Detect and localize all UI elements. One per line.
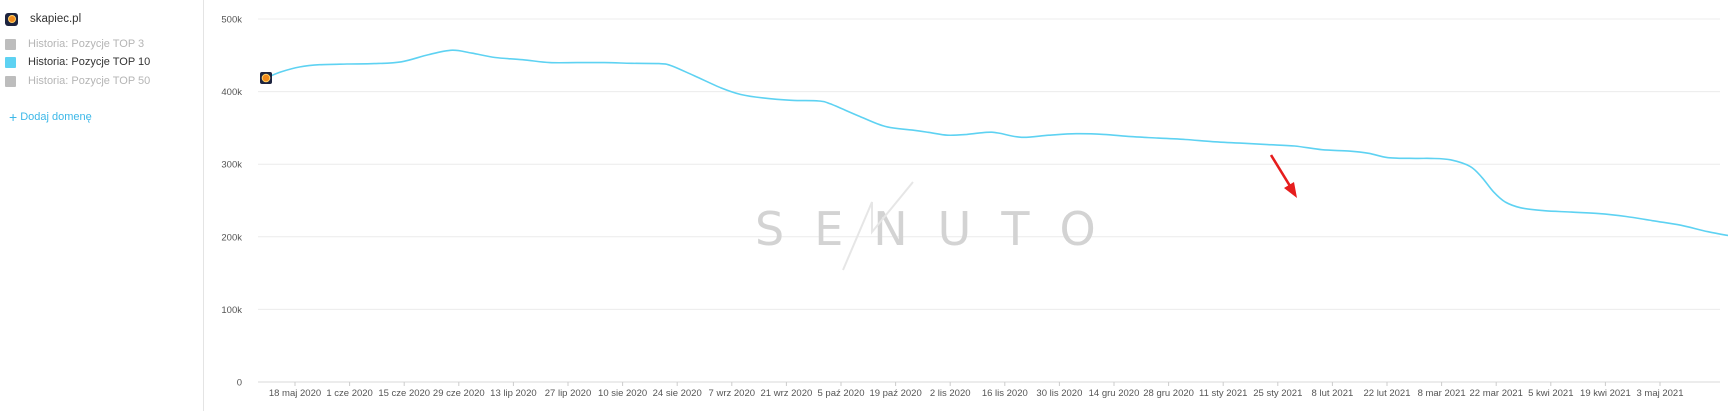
- y-axis-ticks: 0 100k 200k 300k 400k 500k: [221, 15, 242, 389]
- domain-row: skapiec.pl: [5, 11, 81, 27]
- x-tick-label: 16 lis 2020: [982, 388, 1028, 399]
- x-tick-label: 5 kwi 2021: [1528, 388, 1573, 399]
- add-domain-label: Dodaj domenę: [20, 111, 92, 123]
- x-tick-label: 28 gru 2020: [1143, 388, 1194, 399]
- y-tick-label: 500k: [221, 15, 242, 26]
- watermark: SENUTO: [755, 181, 1126, 271]
- plus-icon: +: [9, 108, 18, 125]
- legend-item-top3[interactable]: Historia: Pozycje TOP 3: [5, 37, 144, 51]
- x-tick-label: 1 cze 2020: [326, 388, 372, 399]
- x-tick-label: 25 sty 2021: [1253, 388, 1302, 399]
- legend-item-top10[interactable]: Historia: Pozycje TOP 10: [5, 55, 150, 69]
- legend-label-top3: Historia: Pozycje TOP 3: [28, 38, 145, 50]
- x-tick-label: 2 lis 2020: [930, 388, 971, 399]
- x-tick-label: 24 sie 2020: [653, 388, 702, 399]
- x-tick-label: 13 lip 2020: [490, 388, 536, 399]
- grid: [258, 18, 1720, 383]
- legend-label-top10: Historia: Pozycje TOP 10: [28, 56, 151, 68]
- x-tick-label: 22 mar 2021: [1470, 388, 1523, 399]
- arrow-shaft: [1269, 154, 1292, 187]
- x-tick-label: 18 maj 2020: [269, 388, 321, 399]
- x-tick-label: 5 paź 2020: [817, 388, 864, 399]
- watermark-lightning: [842, 181, 914, 271]
- y-tick-label: 0: [237, 378, 242, 389]
- legend-item-top50[interactable]: Historia: Pozycje TOP 50: [5, 74, 150, 88]
- y-tick-label: 400k: [221, 87, 242, 98]
- arrow-head-icon: [1284, 182, 1297, 198]
- legend-swatch-top10: [5, 56, 16, 68]
- x-tick-label: 30 lis 2020: [1036, 388, 1082, 399]
- legend-label-top50: Historia: Pozycje TOP 50: [28, 75, 151, 87]
- legend-swatch-top50: [5, 75, 16, 87]
- x-tick-label: 11 sty 2021: [1199, 388, 1247, 399]
- legend-swatch-top3: [5, 38, 16, 50]
- annotation-arrow: [1269, 154, 1297, 198]
- y-tick-label: 300k: [221, 160, 242, 171]
- x-tick-label: 3 maj 2021: [1636, 388, 1683, 399]
- favicon-icon: [5, 12, 18, 26]
- x-tick-label: 15 cze 2020: [378, 388, 430, 399]
- x-tick-label: 22 lut 2021: [1363, 388, 1410, 399]
- x-tick-label: 21 wrz 2020: [761, 388, 813, 399]
- x-tick-label: 29 cze 2020: [433, 388, 485, 399]
- watermark-text: SENUTO: [755, 202, 1126, 256]
- x-tick-label: 8 mar 2021: [1418, 388, 1466, 399]
- y-tick-label: 100k: [221, 305, 242, 316]
- sidebar: skapiec.pl Historia: Pozycje TOP 3 Histo…: [0, 0, 204, 411]
- x-axis-ticks: 18 maj 2020 1 cze 2020 15 cze 2020 29 cze 2…: [269, 382, 1684, 399]
- add-domain-button[interactable]: + Dodaj domenę: [9, 108, 92, 125]
- y-tick-label: 200k: [221, 232, 242, 243]
- x-tick-label: 14 gru 2020: [1089, 388, 1140, 399]
- x-tick-label: 10 sie 2020: [598, 388, 647, 399]
- domain-name: skapiec.pl: [30, 13, 82, 25]
- x-tick-label: 19 paź 2020: [869, 388, 921, 399]
- start-marker: [260, 72, 272, 84]
- series-line-top10: [264, 49, 1728, 237]
- x-tick-label: 27 lip 2020: [545, 388, 591, 399]
- x-tick-label: 8 lut 2021: [1312, 388, 1354, 399]
- x-tick-label: 19 kwi 2021: [1580, 388, 1631, 399]
- x-tick-label: 7 wrz 2020: [709, 388, 755, 399]
